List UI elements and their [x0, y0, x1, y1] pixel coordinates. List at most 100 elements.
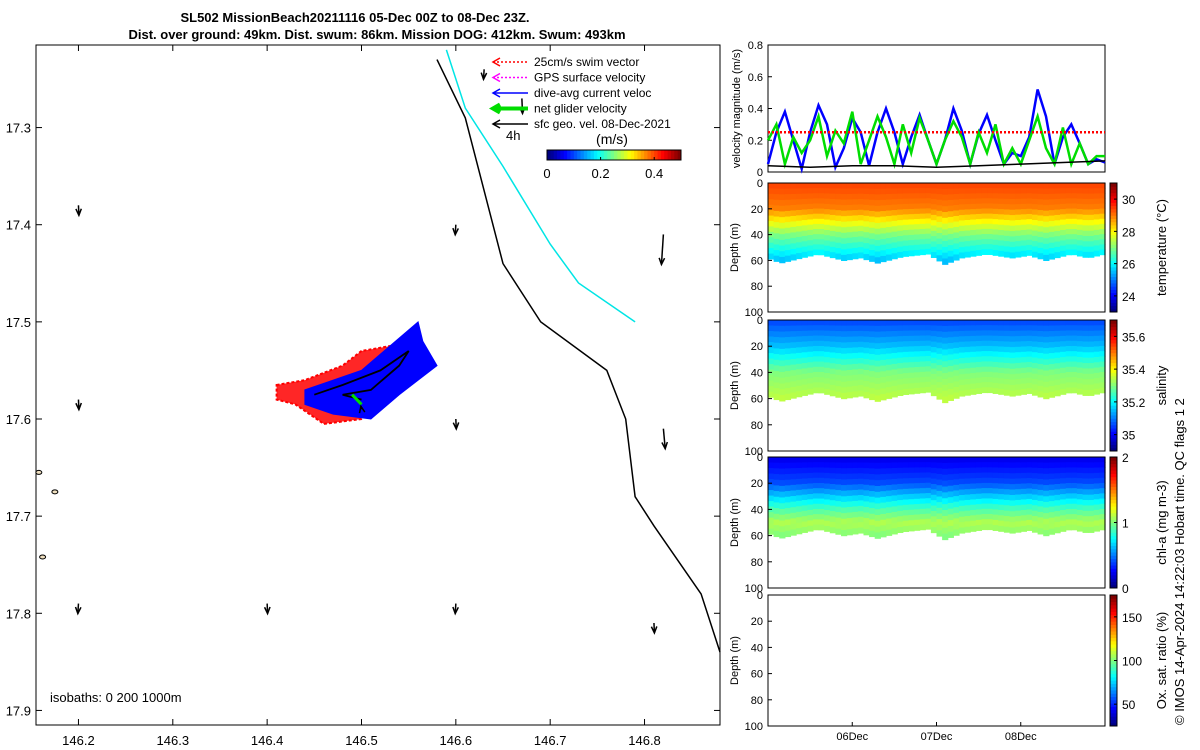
profile-cell: [790, 193, 797, 201]
profile-cell: [824, 188, 831, 195]
profile-colorbar-cell: [1110, 302, 1117, 307]
profile-cell: [768, 331, 775, 338]
profile-cell: [947, 497, 954, 504]
profile-cell: [908, 472, 915, 479]
profile-cell: [1099, 488, 1106, 494]
profile-cell: [812, 340, 820, 347]
profile-cell: [835, 210, 842, 217]
profile-cell: [992, 388, 999, 394]
net-velocity-track: [351, 393, 363, 406]
profile-cell: [981, 345, 988, 352]
profile-cell: [1093, 320, 1100, 326]
profile-cell: [885, 507, 893, 514]
profile-cell: [919, 472, 926, 479]
profile-cell: [874, 360, 881, 368]
profile-cell: [1054, 246, 1061, 253]
profile-cell: [885, 512, 893, 520]
profile-cell: [869, 199, 876, 206]
profile-cell: [1071, 203, 1078, 210]
profile-cell: [970, 373, 977, 379]
profile-cell: [964, 188, 971, 195]
profile-cell: [1026, 198, 1033, 205]
profile-cell: [790, 473, 797, 480]
profile-cell: [942, 521, 949, 529]
profile-cell: [1026, 504, 1033, 510]
profile-cell: [964, 209, 971, 216]
profile-cell: [1015, 510, 1022, 517]
profile-cell: [779, 497, 786, 504]
profile-cell: [925, 498, 932, 504]
profile-cell: [925, 356, 932, 362]
profile-cell: [992, 239, 999, 246]
profile-cell: [1009, 527, 1016, 534]
profile-cell: [1065, 244, 1072, 251]
profile-cell: [981, 519, 988, 525]
profile-cell: [975, 198, 983, 205]
profile-cell: [975, 340, 983, 347]
profile-cell: [1082, 462, 1089, 469]
map-colorbar-tick-label: 0.4: [645, 166, 663, 181]
profile-cell: [1043, 325, 1050, 332]
profile-cell: [1071, 218, 1078, 225]
profile-cell: [807, 515, 814, 522]
map-colorbar-cell: [577, 150, 581, 160]
profile-cell: [801, 330, 808, 337]
profile-cell: [1009, 379, 1016, 386]
profile-cell: [768, 220, 775, 228]
profile-cell: [1082, 214, 1089, 221]
profile-cell: [818, 340, 825, 347]
profile-cell: [857, 363, 865, 370]
profile-cell: [824, 346, 831, 353]
profile-cell: [891, 199, 898, 206]
profile-cell: [891, 210, 898, 217]
profile-cell: [880, 211, 887, 218]
profile-cell: [1082, 230, 1089, 237]
profile-colorbar-cell: [1110, 352, 1117, 357]
profile-cell: [981, 198, 988, 204]
time-x-tick-label: 07Dec: [921, 731, 953, 743]
profile-cell: [897, 390, 904, 396]
profile-cell: [857, 385, 865, 392]
profile-cell: [947, 194, 954, 201]
profile-cell: [1020, 488, 1027, 495]
profile-cell: [975, 208, 983, 215]
profile-cell: [975, 525, 983, 531]
profile-cell: [857, 352, 865, 359]
profile-cell: [885, 370, 893, 377]
profile-colorbar-cell: [1110, 657, 1117, 661]
profile-cell: [880, 502, 887, 509]
profile-cell: [981, 351, 988, 357]
profile-cell: [812, 239, 820, 245]
profile-cell: [902, 325, 910, 332]
profile-cell: [773, 325, 780, 332]
profile-cell: [1071, 472, 1078, 479]
profile-cell: [902, 230, 910, 236]
profile-cell: [1054, 209, 1061, 216]
profile-cell: [818, 345, 825, 352]
profile-colorbar-cell: [1110, 489, 1117, 494]
cyan-track-line: [445, 49, 636, 323]
profile-cell: [1003, 193, 1011, 200]
profile-cell: [779, 234, 786, 241]
profile-cell: [981, 330, 988, 337]
profile-cell: [835, 528, 842, 535]
profile-cell: [885, 457, 893, 464]
profile-cell: [1003, 505, 1011, 512]
profile-cell: [908, 388, 915, 395]
profile-cell: [1082, 494, 1089, 501]
profile-colorbar-cell: [1110, 333, 1117, 337]
profile-cell: [857, 505, 865, 512]
profile-cell: [829, 336, 836, 343]
profile-cell: [835, 473, 842, 480]
profile-cell: [942, 367, 949, 374]
profile-cell: [942, 457, 949, 464]
profile-cell: [975, 213, 983, 220]
profile-cell: [1031, 521, 1039, 528]
profile-cell: [919, 330, 926, 337]
profile-cell: [919, 356, 926, 363]
profile-cell: [1065, 498, 1072, 505]
profile-cell: [1003, 384, 1011, 391]
profile-cell: [897, 246, 904, 253]
profile-cell: [975, 224, 983, 231]
